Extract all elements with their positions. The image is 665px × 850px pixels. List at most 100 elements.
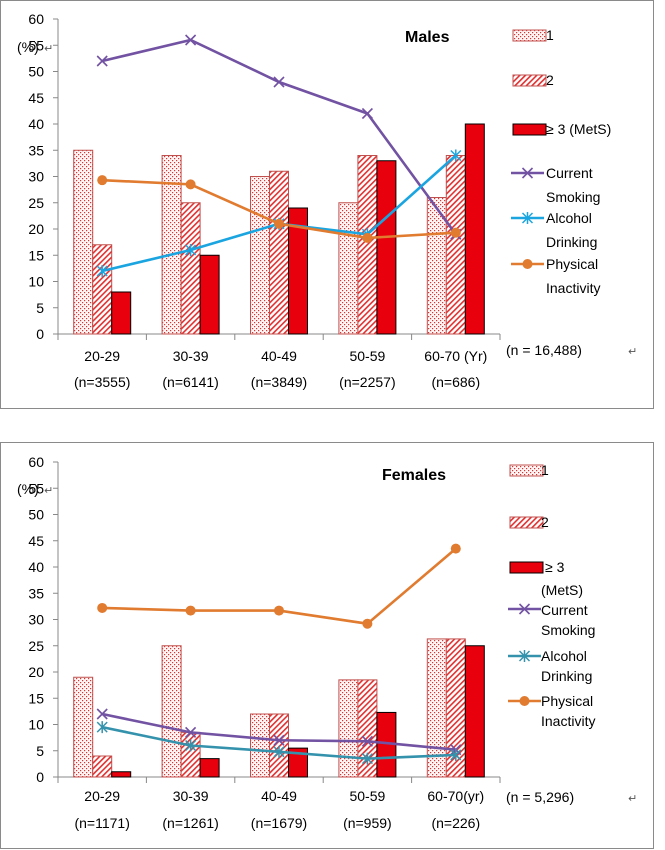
males-legend-label: 2 (546, 72, 554, 88)
females-legend-label: (MetS) (541, 582, 583, 598)
males-point-smoking-2 (185, 34, 197, 46)
males-category-n: (n=686) (431, 374, 480, 390)
males-point-smoking-3 (273, 76, 285, 88)
females-point-alcohol_females-4 (361, 752, 373, 765)
females-point-inactivity-2 (185, 605, 196, 616)
males-ytick-label: 60 (28, 11, 44, 27)
females-ytick-label: 5 (36, 743, 44, 759)
females-legend-marker-smoking (518, 603, 531, 615)
females-ytick-label: 55 (28, 480, 44, 496)
females-chart: 0 5 10 15 20 25 30 35 40 45 50 55 60 (%) ↵ 20-29 (n=1171… (0, 442, 654, 849)
males-ytick-label: 35 (28, 142, 44, 158)
males-bar-series3-4 (376, 160, 397, 335)
males-legend-label: Current (546, 165, 593, 181)
females-category-label: 60-70(yr) (427, 788, 484, 804)
females-note-para-mark: ↵ (628, 793, 637, 805)
males-legend-label: Physical (546, 256, 598, 272)
females-point-alcohol_females-3 (273, 745, 285, 758)
females-frame (0, 442, 654, 849)
males-bar-series1-4 (338, 202, 359, 335)
males-ytick-label: 20 (28, 221, 44, 237)
females-category-label: 50-59 (349, 788, 385, 804)
females-bar-series1-2 (161, 645, 182, 778)
females-bar-series1-1 (73, 676, 94, 778)
males-bar-series3-5 (464, 123, 485, 335)
females-para-mark: ↵ (44, 485, 53, 497)
males-point-inactivity-4 (362, 232, 373, 243)
females-ytick-label: 35 (28, 585, 44, 601)
males-bar-series3-3 (288, 207, 308, 335)
females-point-inactivity-4 (362, 618, 373, 629)
males-category-n: (n=3849) (251, 374, 307, 390)
females-point-smoking-4 (361, 735, 373, 747)
females-point-alcohol_females-5 (450, 748, 462, 761)
males-ytick-label: 45 (28, 90, 44, 106)
males-bar-series3-1 (111, 291, 132, 335)
males-point-inactivity-2 (185, 179, 196, 190)
males-ytick-label: 40 (28, 116, 44, 132)
males-legend-label: Drinking (546, 234, 597, 250)
males-bar-series3-2 (199, 254, 220, 335)
males-para-mark: ↵ (44, 43, 53, 55)
females-legend-label: Smoking (541, 622, 595, 638)
females-category-label: 30-39 (173, 788, 209, 804)
males-point-smoking-1 (96, 55, 108, 67)
females-legend-label: Physical (541, 693, 593, 709)
males-legend-marker-smoking (521, 167, 534, 179)
females-ytick-label: 50 (28, 507, 44, 523)
males-point-inactivity-3 (274, 218, 284, 229)
males-category-label: 60-70 (Yr) (424, 348, 487, 364)
males-legend-marker-inactivity (522, 259, 533, 269)
males-legend-swatch-2 (512, 74, 547, 87)
males-bar-series1-3 (250, 176, 270, 335)
males-legend-label: Smoking (546, 189, 600, 205)
females-ytick-label: 45 (28, 533, 44, 549)
females-ytick-label: 40 (28, 559, 44, 575)
males-category-label: 50-59 (349, 348, 385, 364)
females-legend-label: Current (541, 602, 588, 618)
females-bar-series3-3 (288, 747, 308, 778)
females-sample-note: (n = 5,296) (506, 789, 574, 805)
females-bar-series2-1 (92, 755, 113, 778)
males-ytick-label: 50 (28, 64, 44, 80)
females-legend-label: ≥ 3 (545, 559, 565, 575)
females-point-alcohol_females-1 (96, 721, 108, 734)
males-point-alcohol-5 (450, 149, 462, 162)
females-bar-series2-3 (269, 713, 289, 778)
females-bar-series1-4 (338, 679, 359, 778)
males-category-label: 30-39 (173, 348, 209, 364)
males-point-alcohol-1 (96, 265, 108, 277)
females-legend-marker-alcohol_females (518, 650, 531, 662)
females-legend-label: 2 (541, 514, 549, 530)
males-sample-note: (n = 16,488) (506, 342, 582, 358)
females-point-smoking-1 (96, 708, 108, 720)
females-point-smoking-3 (273, 734, 285, 746)
females-category-n: (n=226) (431, 815, 480, 831)
females-legend-swatch-1 (509, 464, 544, 477)
males-ytick-label: 5 (36, 300, 44, 316)
males-category-n: (n=6141) (162, 374, 218, 390)
males-category-label: 40-49 (261, 348, 297, 364)
males-point-smoking-4 (361, 107, 373, 120)
females-ytick-label: 20 (28, 664, 44, 680)
males-bar-series1-1 (73, 149, 94, 335)
females-category-n: (n=959) (343, 815, 392, 831)
males-bar-series2-1 (92, 244, 113, 335)
females-legend-label: Alcohol (541, 648, 587, 664)
males-bar-series2-4 (357, 155, 378, 335)
females-bar-series2-2 (180, 731, 201, 778)
females-ytick-label: 0 (36, 769, 44, 785)
females-legend-label: Drinking (541, 668, 592, 684)
males-ytick-label: 55 (28, 37, 44, 53)
males-legend-swatch-3 (512, 123, 547, 136)
females-legend-marker-inactivity (519, 696, 530, 706)
females-ytick-label: 10 (28, 717, 44, 733)
males-bar-series2-5 (445, 155, 466, 335)
females-point-inactivity-5 (450, 543, 461, 554)
females-point-inactivity-3 (274, 605, 284, 616)
females-legend-label: Inactivity (541, 713, 595, 729)
females-category-n: (n=1261) (162, 815, 218, 831)
females-point-inactivity-1 (97, 602, 108, 613)
females-bar-series3-1 (111, 771, 132, 778)
males-legend-label: 1 (546, 27, 554, 43)
